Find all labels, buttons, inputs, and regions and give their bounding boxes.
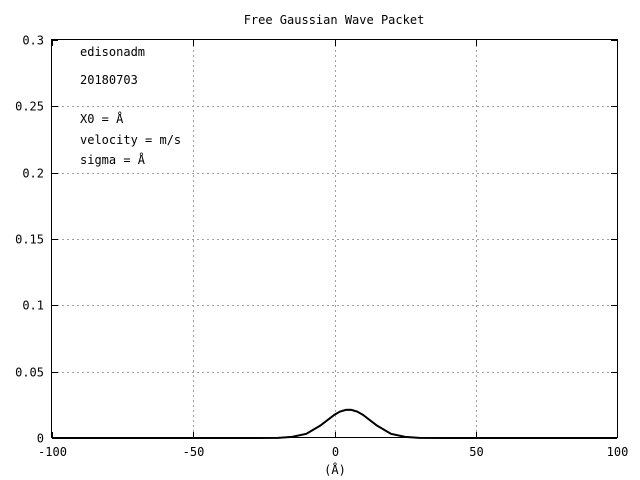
chart-title: Free Gaussian Wave Packet	[244, 13, 425, 27]
x-axis-label: (Å)	[324, 462, 346, 477]
y-tick-label: 0.3	[22, 34, 44, 48]
x-tick-label: 50	[469, 445, 483, 459]
annotation-text: velocity = m/s	[80, 133, 181, 147]
annotations: edisonadm 20180703 X0 = Å velocity = m/s sig…	[80, 45, 181, 167]
annotation-text: sigma = Å	[80, 152, 146, 167]
y-tick-label: 0.15	[15, 233, 44, 247]
annotation-text: 20180703	[80, 73, 138, 87]
y-tick-label: 0.05	[15, 366, 44, 380]
y-tick-label: 0.2	[22, 167, 44, 181]
y-tick-label: 0.25	[15, 100, 44, 114]
annotation-text: edisonadm	[80, 45, 145, 59]
y-tick-label: 0.1	[22, 299, 44, 313]
annotation-text: X0 = Å	[80, 111, 124, 126]
series-layer	[52, 408, 617, 439]
plot-frame	[51, 39, 618, 438]
x-axis: -100 -50 0 50 100	[38, 40, 628, 459]
x-tick-label: -50	[183, 445, 205, 459]
grid	[52, 40, 617, 438]
y-tick-label: 0	[37, 432, 44, 446]
y-axis: 0 0.05 0.1 0.15 0.2 0.25 0.3	[15, 34, 617, 446]
x-tick-label: 100	[607, 445, 629, 459]
x-tick-label: -100	[38, 445, 67, 459]
series-line	[52, 408, 617, 439]
x-tick-label: 0	[332, 445, 339, 459]
